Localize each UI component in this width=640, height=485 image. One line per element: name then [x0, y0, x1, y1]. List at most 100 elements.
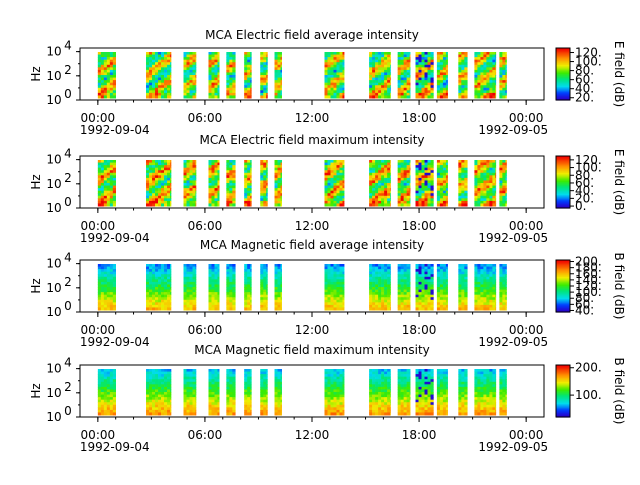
- heatmap-cell: [196, 95, 197, 98]
- heatmap-cell: [281, 307, 282, 310]
- y-axis-label: Hz: [29, 174, 43, 189]
- heatmap-cell: [378, 203, 381, 206]
- heatmap-cell: [152, 307, 155, 310]
- heatmap-cell: [410, 95, 411, 98]
- heatmap-cell: [217, 95, 219, 98]
- heatmap-cell: [187, 95, 190, 98]
- heatmap-cell: [260, 203, 263, 206]
- heatmap-cell: [333, 203, 336, 206]
- heatmap-cell: [229, 203, 232, 206]
- heatmap-cell: [398, 203, 401, 206]
- heatmap-cell: [149, 203, 152, 206]
- heatmap-cell: [266, 307, 267, 310]
- y-tick-label: 10: [46, 153, 61, 167]
- heatmap-cell: [250, 95, 251, 98]
- heatmap-cell: [149, 412, 152, 415]
- heatmap-cell: [170, 203, 171, 206]
- heatmap-cell: [428, 95, 431, 98]
- colorbar: 20.40.60.80.100.120.E field (dB): [556, 41, 626, 107]
- y-tick-exponent: 4: [64, 251, 72, 265]
- heatmap-cell: [431, 95, 434, 98]
- heatmap-cell: [437, 203, 440, 206]
- heatmap-cell: [381, 203, 384, 206]
- heatmap-cell: [330, 203, 333, 206]
- heatmap-cell: [211, 307, 214, 310]
- heatmap-cell: [155, 95, 158, 98]
- y-tick-label: 10: [46, 69, 61, 83]
- heatmap-cell: [440, 95, 443, 98]
- heatmap-cell: [404, 95, 407, 98]
- heatmap-cell: [226, 95, 229, 98]
- x-date-start: 1992-09-04: [80, 123, 150, 137]
- heatmap-cell: [443, 307, 446, 310]
- heatmap-cell: [458, 203, 461, 206]
- heatmap-cell: [170, 95, 171, 98]
- heatmap-cell: [446, 203, 448, 206]
- heatmap-cell: [266, 95, 267, 98]
- heatmap-cell: [495, 307, 496, 310]
- heatmap-cell: [381, 95, 384, 98]
- heatmap-cell: [381, 307, 384, 310]
- heatmap-cell: [440, 203, 443, 206]
- heatmap-cell: [214, 95, 217, 98]
- heatmap-cell: [196, 307, 197, 310]
- heatmap-cell: [208, 95, 211, 98]
- heatmap-cell: [232, 95, 235, 98]
- colorbar-label: E field (dB): [612, 149, 626, 215]
- x-tick-label: 12:00: [295, 323, 330, 337]
- heatmap-cell: [499, 95, 502, 98]
- colorbar-tick-label: 120.: [575, 153, 602, 167]
- heatmap-cell: [190, 203, 193, 206]
- heatmap-cell: [327, 203, 330, 206]
- heatmap-cell: [387, 95, 390, 98]
- panel-title: MCA Electric field average intensity: [205, 28, 419, 42]
- heatmap-cell: [342, 307, 344, 310]
- heatmap: [98, 160, 507, 207]
- heatmap-cell: [281, 95, 282, 98]
- heatmap-cell: [407, 203, 410, 206]
- colorbar-label: E field (dB): [612, 41, 626, 107]
- heatmap-cell: [327, 95, 330, 98]
- heatmap-cell: [226, 307, 229, 310]
- x-tick-label: 06:00: [188, 219, 223, 233]
- x-date-start: 1992-09-04: [80, 335, 150, 349]
- heatmap-cell: [480, 203, 483, 206]
- heatmap-cell: [101, 307, 104, 310]
- heatmap-cell: [446, 95, 448, 98]
- panel-title: MCA Electric field maximum intensity: [199, 133, 424, 147]
- heatmap-cell: [217, 203, 219, 206]
- heatmap-cell: [98, 203, 101, 206]
- heatmap-cell: [104, 307, 107, 310]
- heatmap-cell: [372, 95, 375, 98]
- heatmap-cell: [461, 95, 464, 98]
- heatmap-cell: [110, 203, 113, 206]
- heatmap-cell: [324, 307, 327, 310]
- heatmap-cell: [167, 307, 170, 310]
- heatmap-cell: [190, 412, 193, 415]
- heatmap-cell: [155, 412, 158, 415]
- heatmap-cell: [155, 203, 158, 206]
- heatmap-cell: [226, 203, 229, 206]
- heatmap-cell: [342, 203, 344, 206]
- heatmap-cell: [384, 203, 387, 206]
- heatmap-cell: [184, 412, 187, 415]
- heatmap-cell: [110, 412, 113, 415]
- heatmap-cell: [208, 307, 211, 310]
- heatmap-cell: [416, 203, 419, 206]
- x-tick-label: 06:00: [188, 323, 223, 337]
- heatmap-cell: [489, 203, 492, 206]
- heatmap-cell: [158, 203, 161, 206]
- heatmap-cell: [369, 95, 372, 98]
- heatmap-cell: [330, 307, 333, 310]
- y-tick-label: 10: [46, 201, 61, 215]
- heatmap-cell: [464, 95, 467, 98]
- heatmap-cell: [152, 203, 155, 206]
- heatmap-cell: [492, 203, 495, 206]
- heatmap-cell: [229, 95, 232, 98]
- heatmap-cell: [107, 203, 110, 206]
- heatmap-cell: [211, 95, 214, 98]
- heatmap-cell: [495, 203, 496, 206]
- heatmap-cell: [247, 95, 250, 98]
